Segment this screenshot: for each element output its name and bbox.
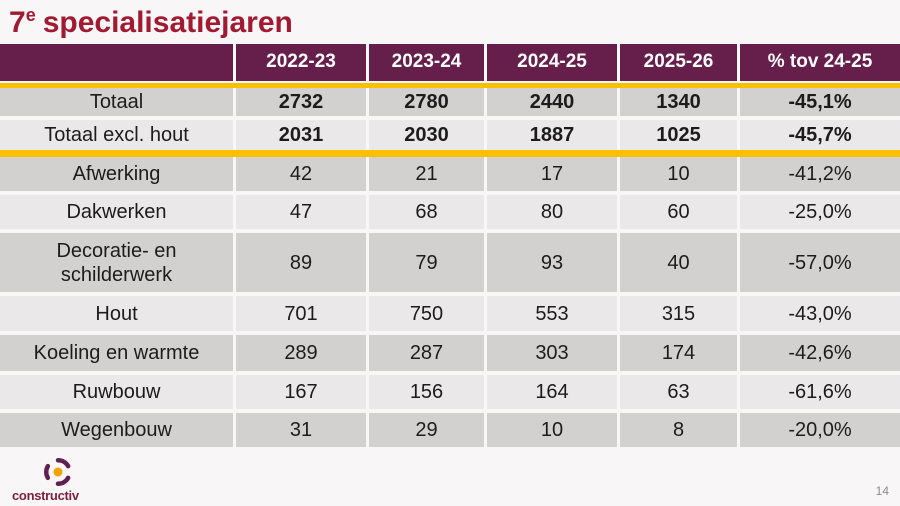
cell-value: 750 (369, 296, 484, 331)
cell-value: -20,0% (740, 413, 900, 447)
cell-value: -41,2% (740, 157, 900, 191)
page-number: 14 (875, 484, 889, 498)
table-row-ruwbouw: Ruwbouw 167 156 164 63 -61,6% (0, 375, 900, 409)
cell-value: 17 (487, 157, 617, 191)
cell-value: 42 (236, 157, 366, 191)
cell-value: -25,0% (740, 195, 900, 229)
gold-divider-top (0, 83, 900, 88)
gold-divider-middle (0, 150, 900, 157)
cell-value: 89 (236, 233, 366, 292)
column-header-pct-tov-24-25: % tov 24-25 (740, 44, 900, 81)
cell-value: 1025 (620, 120, 737, 150)
table-row-hout: Hout 701 750 553 315 -43,0% (0, 296, 900, 331)
slide-title: 7e specialisatiejaren (9, 2, 293, 44)
table-row-totaal-excl-hout: Totaal excl. hout 2031 2030 1887 1025 -4… (0, 120, 900, 150)
column-header-2025-26: 2025-26 (620, 44, 737, 81)
title-text: specialisatiejaren (42, 6, 293, 39)
row-label: Afwerking (0, 157, 233, 191)
table-row-koeling-en-warmte: Koeling en warmte 289 287 303 174 -42,6% (0, 335, 900, 371)
row-label: Hout (0, 296, 233, 331)
cell-value: 701 (236, 296, 366, 331)
cell-value: 287 (369, 335, 484, 371)
cell-value: 63 (620, 375, 737, 409)
cell-value: -45,1% (740, 88, 900, 116)
cell-value: 2732 (236, 88, 366, 116)
cell-value: -43,0% (740, 296, 900, 331)
row-label: Koeling en warmte (0, 335, 233, 371)
cell-value: 1887 (487, 120, 617, 150)
cell-value: 1340 (620, 88, 737, 116)
constructiv-logo: constructiv (12, 454, 98, 503)
cell-value: 156 (369, 375, 484, 409)
row-label: Ruwbouw (0, 375, 233, 409)
cell-value: 2031 (236, 120, 366, 150)
cell-value: 164 (487, 375, 617, 409)
cell-value: 174 (620, 335, 737, 371)
cell-value: 289 (236, 335, 366, 371)
data-table: 2022-23 2023-24 2024-25 2025-26 % tov 24… (0, 44, 900, 447)
cell-value: 29 (369, 413, 484, 447)
row-label: Decoratie- en schilderwerk (0, 233, 233, 292)
cell-value: 80 (487, 195, 617, 229)
column-header-blank (0, 44, 233, 81)
cell-value: -45,7% (740, 120, 900, 150)
cell-value: 303 (487, 335, 617, 371)
cell-value: 79 (369, 233, 484, 292)
cell-value: 10 (487, 413, 617, 447)
cell-value: 21 (369, 157, 484, 191)
cell-value: 10 (620, 157, 737, 191)
column-header-2023-24: 2023-24 (369, 44, 484, 81)
table-row-dakwerken: Dakwerken 47 68 80 60 -25,0% (0, 195, 900, 229)
column-header-2022-23: 2022-23 (236, 44, 366, 81)
cell-value: 68 (369, 195, 484, 229)
table-row-afwerking: Afwerking 42 21 17 10 -41,2% (0, 157, 900, 191)
row-label: Totaal excl. hout (0, 120, 233, 150)
cell-value: 93 (487, 233, 617, 292)
table-header-row: 2022-23 2023-24 2024-25 2025-26 % tov 24… (0, 44, 900, 81)
row-label: Dakwerken (0, 195, 233, 229)
column-header-2024-25: 2024-25 (487, 44, 617, 81)
cell-value: 47 (236, 195, 366, 229)
cell-value: -57,0% (740, 233, 900, 292)
constructiv-logo-text: constructiv (12, 488, 79, 503)
cell-value: 2780 (369, 88, 484, 116)
cell-value: 31 (236, 413, 366, 447)
title-superscript: e (25, 5, 36, 25)
cell-value: 167 (236, 375, 366, 409)
table-row-wegenbouw: Wegenbouw 31 29 10 8 -20,0% (0, 413, 900, 447)
cell-value: 40 (620, 233, 737, 292)
cell-value: 2030 (369, 120, 484, 150)
title-prefix: 7 (9, 6, 26, 39)
cell-value: 2440 (487, 88, 617, 116)
constructiv-swirl-icon (44, 458, 71, 486)
table-row-decoratie-en-schilderwerk: Decoratie- en schilderwerk 89 79 93 40 -… (0, 233, 900, 292)
cell-value: 315 (620, 296, 737, 331)
cell-value: 8 (620, 413, 737, 447)
row-label: Totaal (0, 88, 233, 116)
row-label: Wegenbouw (0, 413, 233, 447)
cell-value: 60 (620, 195, 737, 229)
cell-value: -42,6% (740, 335, 900, 371)
cell-value: 553 (487, 296, 617, 331)
cell-value: -61,6% (740, 375, 900, 409)
table-row-totaal: Totaal 2732 2780 2440 1340 -45,1% (0, 88, 900, 116)
